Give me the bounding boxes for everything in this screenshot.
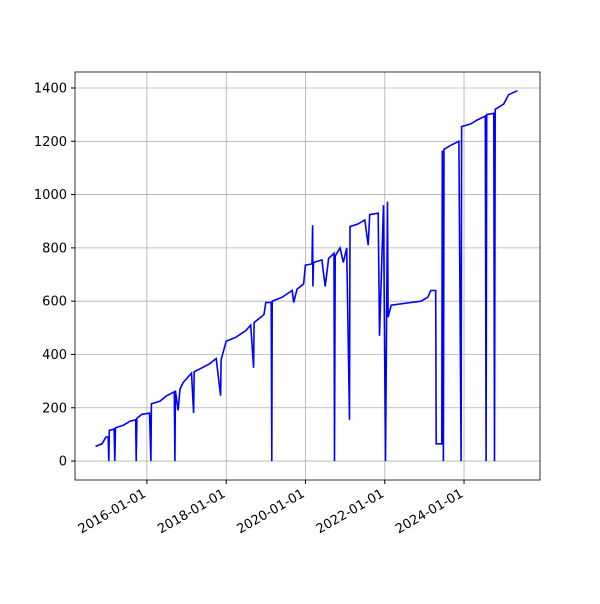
x-tick-label: 2024-01-01 [393, 486, 466, 537]
y-tick-label: 1400 [34, 81, 67, 96]
plot-frame [74, 71, 541, 481]
y-tick-label: 1200 [34, 135, 67, 150]
x-tick-label: 2018-01-01 [155, 486, 228, 537]
y-tick-label: 0 [59, 455, 67, 470]
y-tick-label: 200 [42, 401, 67, 416]
x-tick-label: 2016-01-01 [76, 486, 149, 537]
x-tick-label: 2020-01-01 [234, 486, 307, 537]
y-tick-label: 1000 [34, 188, 67, 203]
data-line [95, 89, 518, 462]
y-tick-label: 400 [42, 348, 67, 363]
x-tick-label: 2022-01-01 [314, 486, 387, 537]
y-tick-label: 800 [42, 241, 67, 256]
y-tick-label: 600 [42, 295, 67, 310]
